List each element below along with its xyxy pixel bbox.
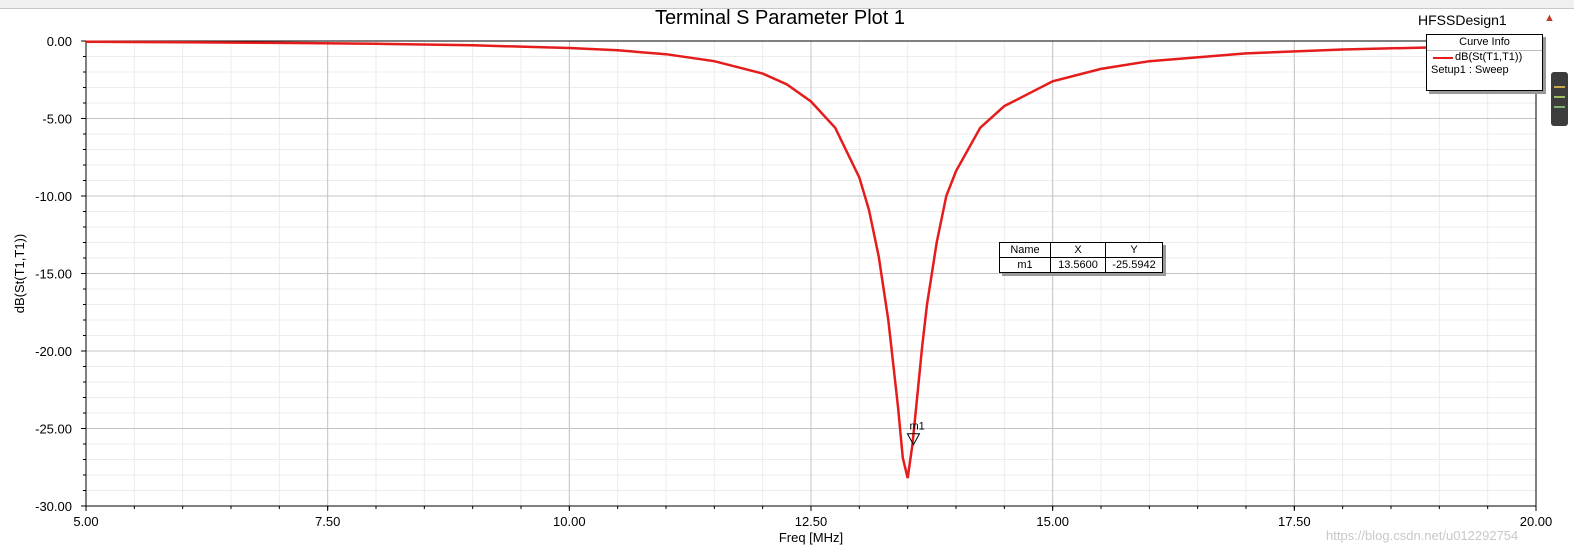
y-tick-label: -15.00 [35, 267, 72, 282]
marker-table-header: X [1051, 243, 1106, 258]
x-tick-label: 17.50 [1278, 514, 1311, 529]
x-tick-label: 12.50 [795, 514, 828, 529]
watermark-text: https://blog.csdn.net/u012292754 [1326, 528, 1518, 543]
marker-table[interactable]: Name X Y m1 13.5600 -25.5942 [999, 242, 1163, 273]
marker-table-header: Name [1000, 243, 1051, 258]
major-grid [86, 41, 1536, 506]
y-tick-label: -25.00 [35, 422, 72, 437]
x-tick-label: 15.00 [1036, 514, 1069, 529]
x-axis-label: Freq [MHz] [779, 530, 843, 545]
y-axis-label: dB(St(T1,T1)) [12, 234, 27, 313]
y-tick-label: -5.00 [42, 112, 72, 127]
curve-info-legend[interactable]: Curve Info dB(St(T1,T1)) Setup1 : Sweep [1426, 34, 1543, 91]
y-tick-label: -30.00 [35, 499, 72, 514]
scroll-grip-bottom [1554, 106, 1565, 108]
y-axis-ticks: 0.00 -5.00 -10.00 -15.00 -20.00 -25.00 -30.00 [35, 34, 86, 514]
y-tick-label: -10.00 [35, 189, 72, 204]
marker-label: m1 [909, 421, 924, 433]
marker-table-cell: 13.5600 [1051, 258, 1106, 273]
y-tick-label: -20.00 [35, 344, 72, 359]
marker-table-cell: -25.5942 [1106, 258, 1163, 273]
legend-setup: Setup1 : Sweep [1427, 64, 1542, 77]
marker-table-row[interactable]: m1 13.5600 -25.5942 [1000, 258, 1163, 273]
legend-entry[interactable]: dB(St(T1,T1)) [1427, 51, 1542, 64]
legend-swatch [1433, 57, 1453, 59]
side-scroll-handle[interactable] [1551, 72, 1568, 126]
scroll-grip-top [1554, 86, 1565, 88]
x-tick-label: 7.50 [315, 514, 340, 529]
legend-curve-name: dB(St(T1,T1)) [1455, 51, 1522, 64]
x-tick-label: 5.00 [73, 514, 98, 529]
y-tick-label: 0.00 [47, 34, 72, 49]
marker-table-header: Y [1106, 243, 1163, 258]
curve-info-header: Curve Info [1427, 35, 1542, 51]
x-tick-label: 20.00 [1520, 514, 1553, 529]
marker-m1[interactable]: m1 [907, 421, 924, 445]
x-tick-label: 10.00 [553, 514, 586, 529]
x-axis-ticks: 5.00 7.50 10.00 12.50 15.00 17.50 20.00 [73, 506, 1552, 529]
marker-table-cell: m1 [1000, 258, 1051, 273]
scroll-grip-middle [1554, 96, 1565, 98]
marker-table-header-row: Name X Y [1000, 243, 1163, 258]
